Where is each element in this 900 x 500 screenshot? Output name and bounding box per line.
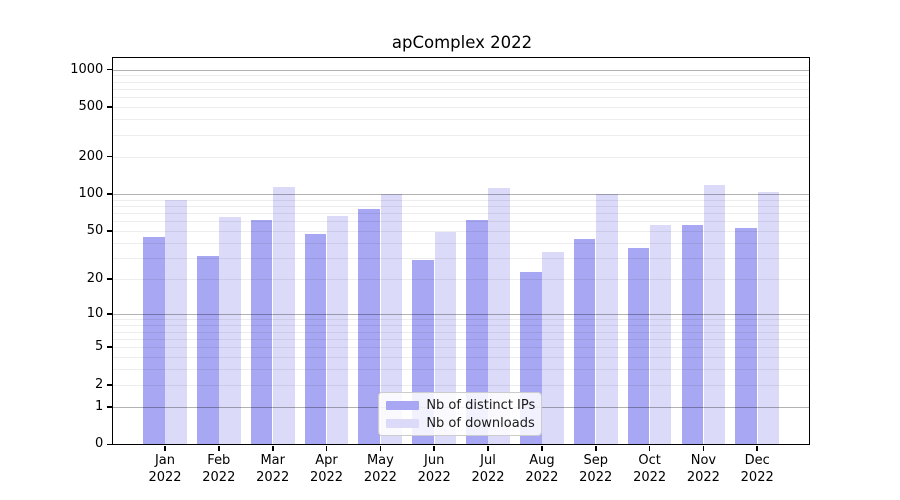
y-tick [106, 346, 112, 348]
y-tick [106, 313, 112, 315]
bar-distinct-ips-oct [627, 248, 650, 445]
x-tick-year: 2022 [579, 470, 613, 486]
bar-distinct-ips-feb [196, 256, 219, 445]
x-tick [648, 446, 651, 451]
bar-downloads-oct [649, 225, 672, 445]
legend-entry-downloads: Nb of downloads [386, 416, 535, 432]
y-tick-label: 2 [95, 376, 104, 392]
x-tick-year: 2022 [363, 470, 397, 486]
bar-distinct-ips-may [358, 209, 381, 445]
legend-swatch-distinct-ips [386, 400, 420, 410]
y-tick-label: 500 [78, 99, 104, 115]
bar-downloads-aug [542, 251, 564, 445]
x-tick-label-sep: Sep 2022 [561, 452, 631, 486]
x-tick-label-mar: Mar 2022 [238, 452, 308, 486]
bar-downloads-jan [165, 199, 187, 445]
bar-distinct-ips-jul [466, 219, 488, 445]
y-tick [106, 383, 112, 386]
y-tick-label: 100 [78, 186, 104, 201]
x-tick-label-aug: Aug 2022 [507, 452, 577, 486]
y-tick [106, 405, 112, 408]
legend-label-distinct-ips: Nb of distinct IPs [426, 397, 536, 413]
x-tick [594, 446, 597, 451]
bar-downloads-jul [488, 188, 510, 445]
x-tick [541, 446, 543, 451]
x-tick-label-jan: Jan 2022 [130, 452, 200, 486]
chart-title: apComplex 2022 [391, 33, 533, 52]
legend-label-downloads: Nb of downloads [426, 416, 535, 432]
x-tick-year: 2022 [417, 470, 451, 486]
bar-distinct-ips-jan [143, 236, 165, 445]
x-tick-label-feb: Feb 2022 [184, 452, 254, 486]
x-tick [756, 446, 758, 451]
bar-downloads-nov [703, 184, 726, 445]
x-tick-year: 2022 [202, 470, 236, 486]
bar-downloads-may [380, 194, 403, 445]
y-tick-label: 5 [95, 339, 104, 355]
y-tick-label: 1000 [70, 61, 104, 77]
legend: Nb of distinct IPs Nb of downloads [378, 392, 543, 437]
y-tick [106, 155, 112, 158]
x-tick-year: 2022 [309, 470, 344, 486]
y-tick [106, 278, 112, 280]
axes-layer: 0 1 2 5 10 20 50 100 200 500 1000 Jan 2022 Feb 2022 Mar… [70, 58, 809, 486]
x-tick-year: 2022 [148, 470, 182, 486]
bar-distinct-ips-nov [681, 225, 704, 445]
x-tick [433, 446, 435, 451]
legend-entry-distinct-ips: Nb of distinct IPs [386, 397, 536, 413]
x-tick-year: 2022 [633, 470, 667, 486]
y-tick-label: 0 [95, 436, 104, 452]
x-tick-label-may: May 2022 [345, 452, 415, 486]
bar-downloads-dec [757, 192, 780, 445]
y-tick-label: 10 [86, 306, 104, 322]
plot-area: 0 1 2 5 10 20 50 100 200 500 1000 Jan 2022 Feb 2022 Mar… [70, 57, 811, 486]
x-tick-year: 2022 [471, 470, 505, 486]
x-tick-label-dec: Dec 2022 [722, 452, 792, 486]
y-tick [106, 443, 112, 446]
bar-distinct-ips-apr [304, 234, 327, 445]
bar-downloads-apr [326, 216, 349, 445]
y-tick-label: 200 [78, 148, 104, 164]
x-tick-year: 2022 [740, 470, 774, 486]
x-tick [379, 446, 382, 451]
bar-distinct-ips-sep [573, 239, 596, 445]
bar-downloads-feb [219, 217, 241, 445]
y-tick [106, 193, 112, 195]
bar-downloads-mar [272, 186, 295, 445]
bar-downloads-jun [434, 232, 457, 445]
y-tick [106, 230, 112, 232]
y-tick-label: 50 [86, 223, 104, 238]
x-tick [271, 446, 274, 451]
x-tick-year: 2022 [686, 470, 720, 486]
x-tick-label-jun: Jun 2022 [399, 452, 469, 486]
x-tick-label-apr: Apr 2022 [292, 452, 362, 486]
x-tick-year: 2022 [256, 470, 290, 486]
bar-downloads-sep [596, 194, 618, 445]
x-tick [164, 446, 166, 451]
x-tick [487, 446, 489, 451]
x-tick-year: 2022 [525, 470, 559, 486]
x-tick [702, 446, 705, 451]
x-tick-label-jul: Jul 2022 [453, 452, 523, 486]
bar-distinct-ips-mar [250, 220, 273, 445]
y-tick-label: 20 [86, 271, 104, 287]
bar-distinct-ips-dec [735, 227, 757, 445]
legend-swatch-downloads [386, 419, 420, 429]
y-tick [106, 68, 112, 71]
x-tick [218, 446, 220, 451]
x-tick-label-nov: Nov 2022 [668, 452, 738, 486]
x-tick [325, 446, 328, 451]
y-tick [106, 106, 112, 108]
x-tick-label-oct: Oct 2022 [615, 452, 685, 486]
y-tick-label: 1 [95, 398, 104, 414]
